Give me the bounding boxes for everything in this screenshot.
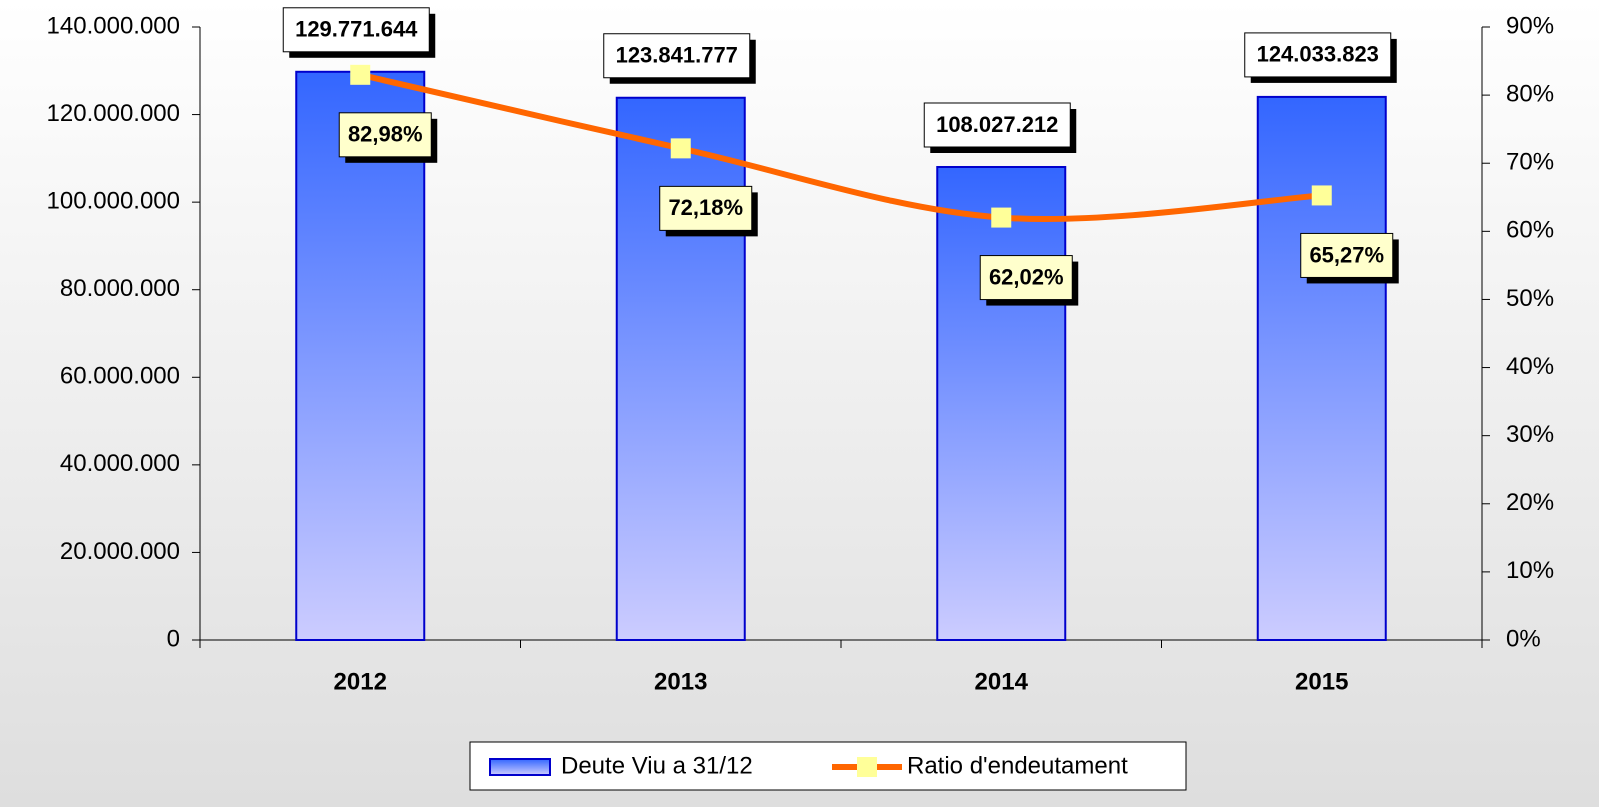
data-label: 72,18% bbox=[668, 195, 743, 220]
data-label: 123.841.777 bbox=[616, 43, 738, 68]
marker bbox=[670, 138, 691, 159]
data-label: 65,27% bbox=[1309, 242, 1384, 267]
x-tick-label: 2015 bbox=[1295, 668, 1348, 695]
y2-tick-label: 10% bbox=[1506, 557, 1554, 584]
marker bbox=[991, 207, 1012, 228]
y2-tick-label: 20% bbox=[1506, 489, 1554, 516]
legend bbox=[469, 741, 1187, 791]
bar bbox=[1256, 95, 1387, 641]
data-label: 124.033.823 bbox=[1257, 42, 1379, 67]
label-box bbox=[603, 33, 751, 79]
marker bbox=[350, 64, 371, 85]
y2-tick-label: 60% bbox=[1506, 217, 1554, 244]
label-box bbox=[338, 112, 432, 158]
x-tick-label: 2014 bbox=[975, 668, 1029, 695]
data-label: 62,02% bbox=[989, 264, 1064, 289]
x-tick-label: 2013 bbox=[654, 668, 707, 695]
y-tick-label: 100.000.000 bbox=[47, 187, 180, 214]
x-tick-label: 2012 bbox=[334, 668, 387, 695]
bar bbox=[936, 165, 1067, 641]
label-box bbox=[282, 7, 430, 53]
y2-tick-label: 30% bbox=[1506, 421, 1554, 448]
data-label: 129.771.644 bbox=[295, 17, 418, 42]
label-box bbox=[923, 102, 1071, 148]
data-label: 82,98% bbox=[348, 122, 423, 147]
y-tick-label: 60.000.000 bbox=[60, 363, 180, 390]
line bbox=[359, 71, 1322, 223]
label-box bbox=[979, 255, 1073, 301]
y2-tick-label: 0% bbox=[1506, 625, 1541, 652]
legend-marker bbox=[857, 757, 877, 777]
y-tick-label: 20.000.000 bbox=[60, 538, 180, 565]
y-tick-label: 40.000.000 bbox=[60, 450, 180, 477]
y2-tick-label: 40% bbox=[1506, 353, 1554, 380]
y-tick-label: 140.000.000 bbox=[47, 12, 180, 39]
bar bbox=[615, 96, 746, 641]
label-box bbox=[1300, 232, 1394, 278]
y-tick-label: 120.000.000 bbox=[47, 100, 180, 127]
label-box bbox=[1244, 32, 1392, 78]
legend-swatch bbox=[489, 758, 551, 776]
label-box bbox=[659, 185, 753, 231]
data-label: 108.027.212 bbox=[936, 112, 1058, 137]
y2-tick-label: 70% bbox=[1506, 149, 1554, 176]
bar bbox=[295, 70, 426, 641]
legend-label: Deute Viu a 31/12 bbox=[561, 752, 753, 779]
y-tick-label: 80.000.000 bbox=[60, 275, 180, 302]
marker bbox=[1311, 185, 1332, 206]
y2-tick-label: 50% bbox=[1506, 285, 1554, 312]
legend-label: Ratio d'endeutament bbox=[907, 752, 1128, 779]
y-tick-label: 0 bbox=[167, 625, 180, 652]
y2-tick-label: 90% bbox=[1506, 12, 1554, 39]
y2-tick-label: 80% bbox=[1506, 80, 1554, 107]
